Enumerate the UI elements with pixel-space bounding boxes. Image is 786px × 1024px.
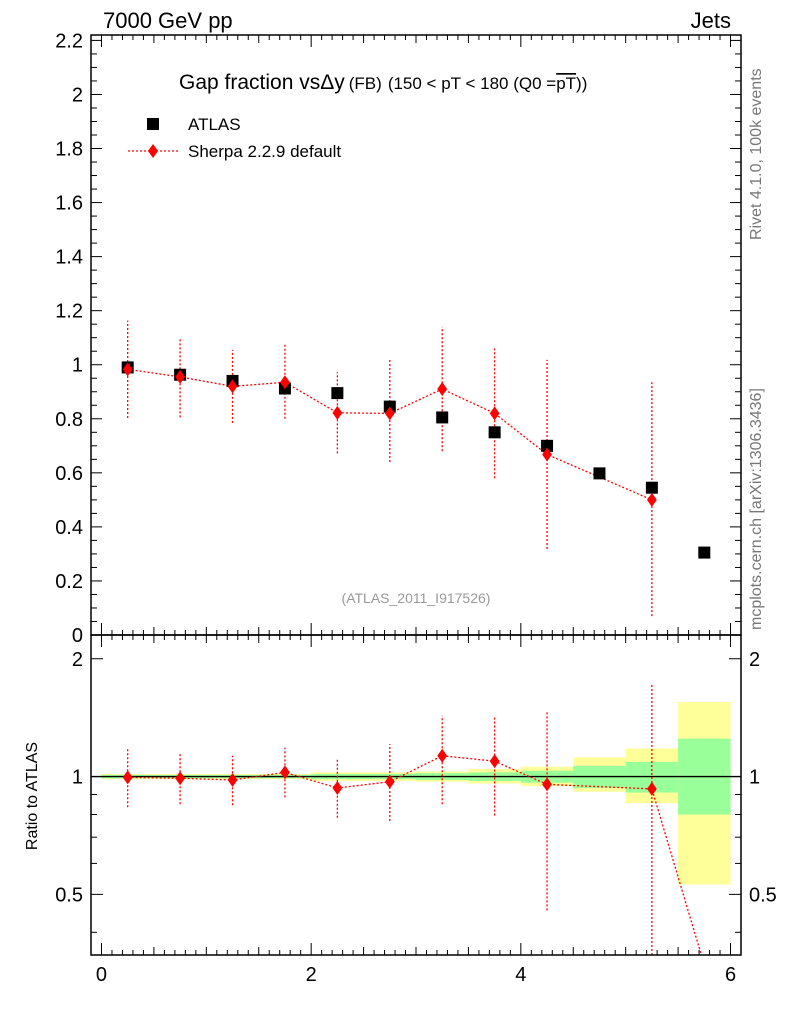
ratio-point [489,754,500,769]
atlas-point [331,387,344,400]
sherpa-point [437,382,448,397]
mcplots-label: mcplots.cern.ch [arXiv:1306.3436] [748,388,765,630]
y-tick-label: 1.6 [55,193,83,215]
ratio-axis-label: Ratio to ATLAS [24,742,41,850]
y-tick-label: 0 [72,625,83,647]
y-tick-label: 0.8 [55,409,83,431]
jets-label: Jets [691,8,731,33]
x-tick-label: 6 [725,964,736,986]
analysis-watermark: (ATLAS_2011_I917526) [342,590,491,606]
atlas-point [488,426,501,439]
main-panel-data [121,320,711,617]
plot-title: Gap fraction vsΔy (FB) (150 < pT < 180 (Q0… [179,71,587,94]
ratio-point [646,781,657,796]
atlas-point [593,467,606,480]
x-tick-label: 2 [306,964,317,986]
sherpa-point [175,369,186,384]
atlas-point [698,546,711,559]
ratio-tick-label-left: 1 [72,767,83,789]
ratio-tick-label-left: 0.5 [55,884,83,906]
sherpa-point [280,375,290,390]
ratio-point [227,772,238,787]
ratio-point [384,774,395,789]
legend-atlas-marker [147,118,159,130]
ratio-point [437,748,448,763]
ratio-tick-label-left: 2 [72,649,83,671]
axis-ticks [91,35,741,955]
energy-label: 7000 GeV pp [103,8,233,33]
x-tick-label: 0 [96,964,107,986]
ratio-tick-label-right: 2 [749,649,760,671]
y-tick-label: 0.4 [55,517,83,539]
atlas-point [645,481,658,494]
sherpa-point [332,405,343,420]
ratio-point [175,771,186,786]
legend-sherpa-label: Sherpa 2.2.9 default [188,142,341,161]
legend-sherpa-marker [148,144,158,158]
y-tick-label: 2 [72,84,83,106]
ratio-tick-label-right: 0.5 [749,884,777,906]
ratio-panel-frame [90,634,742,956]
y-tick-label: 1.4 [55,247,83,269]
atlas-point [436,411,449,424]
ratio-uncertainty-bands [91,702,741,885]
sherpa-series-line [127,368,653,501]
ratio-point [280,765,290,780]
ratio-panel-data [122,683,702,956]
rivet-label: Rivet 4.1.0, 100k events [748,68,765,240]
atlas-point [541,439,554,452]
sherpa-point [542,447,552,462]
y-tick-label: 0.6 [55,463,83,485]
legend-atlas-label: ATLAS [188,115,241,134]
tick-labels: 00.20.40.60.811.21.41.61.822.20 2 4 60.5 0.5… [55,30,777,986]
sherpa-point [227,379,238,394]
y-tick-label: 1.2 [55,301,83,323]
y-tick-label: 1.8 [55,139,83,161]
sherpa-point [646,492,657,507]
sherpa-point [489,406,500,421]
sherpa-point [122,362,133,377]
sherpa-point [384,406,395,421]
y-tick-label: 1 [72,355,83,377]
ratio-tick-label-right: 1 [749,767,760,789]
ratio-point [332,780,343,795]
y-tick-label: 2.2 [55,30,83,52]
ratio-point [122,770,133,785]
y-tick-label: 0.2 [55,571,83,593]
x-tick-label: 4 [515,964,526,986]
ratio-point [542,777,552,792]
